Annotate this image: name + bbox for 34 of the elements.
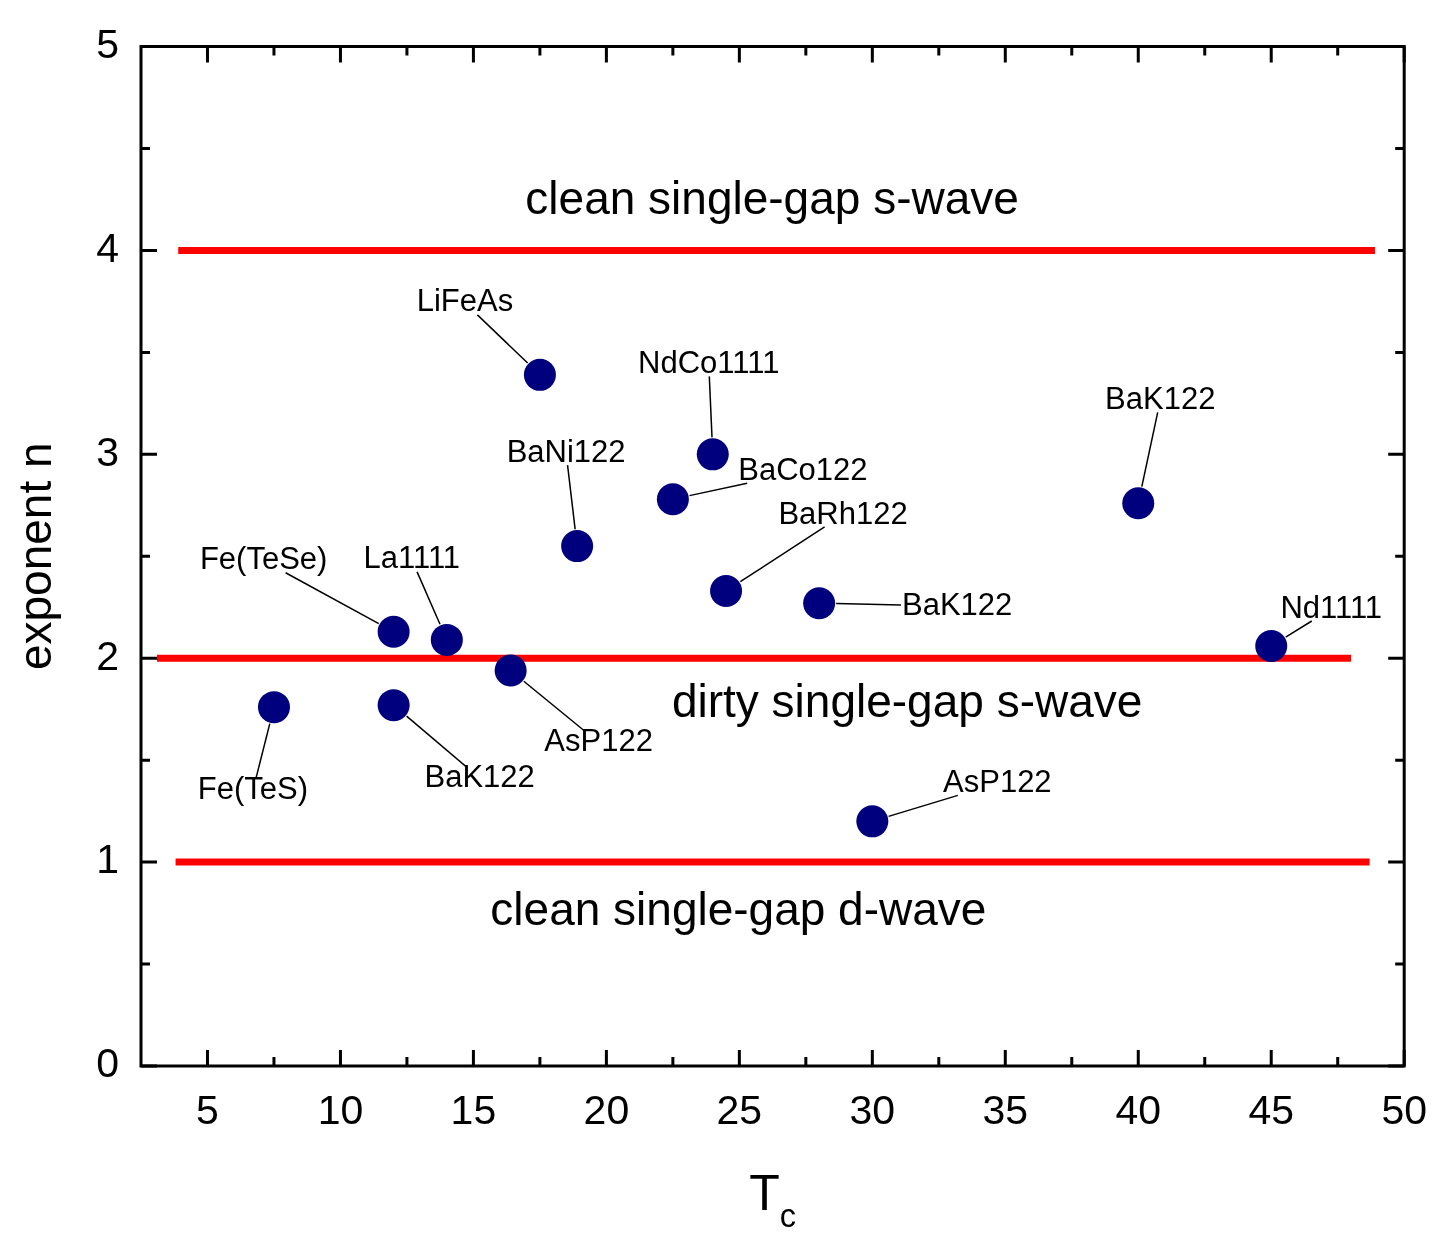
x-tick-label: 25 — [716, 1086, 763, 1133]
annotation: dirty single-gap s-wave — [671, 674, 1143, 727]
annotation: BaCo122 — [738, 451, 868, 487]
annotation: clean single-gap s-wave — [525, 171, 1019, 224]
annotation: BaK122 — [1105, 380, 1216, 416]
x-tick-label: 35 — [982, 1086, 1029, 1133]
annotation: BaRh122 — [778, 495, 908, 531]
y-tick-label: 1 — [96, 836, 119, 883]
y-tick-label: 3 — [96, 428, 119, 475]
x-tick-label: 15 — [450, 1086, 497, 1133]
y-tick-label: 0 — [96, 1040, 119, 1087]
annotation: AsP122 — [544, 723, 653, 759]
annotation: LiFeAs — [416, 283, 514, 319]
annotation: BaNi122 — [506, 433, 626, 469]
x-tick-label: 20 — [583, 1086, 630, 1133]
annotation: clean single-gap d-wave — [490, 883, 987, 936]
x-tick-label: 30 — [849, 1086, 896, 1133]
y-tick-label: 4 — [96, 224, 119, 271]
annotation: Nd1111 — [1280, 589, 1383, 625]
x-tick-label: 50 — [1381, 1086, 1427, 1133]
y-tick-label: 2 — [96, 632, 119, 679]
annotation: BaK122 — [901, 586, 1013, 622]
x-tick-label: 10 — [317, 1086, 364, 1133]
annotation: Fe(TeSe) — [199, 541, 328, 577]
annotation: BaK122 — [424, 758, 535, 794]
annotation: La1111 — [363, 540, 461, 576]
annotation: NdCo1111 — [638, 344, 780, 380]
annotation: Fe(TeS) — [197, 770, 309, 806]
y-tick-label: 5 — [96, 20, 119, 67]
x-tick-label: 40 — [1115, 1086, 1162, 1133]
x-tick-label: 5 — [196, 1086, 219, 1133]
x-tick-label: 45 — [1248, 1086, 1295, 1133]
y-axis-title: exponent n — [8, 442, 61, 671]
annotation: AsP122 — [943, 763, 1052, 799]
